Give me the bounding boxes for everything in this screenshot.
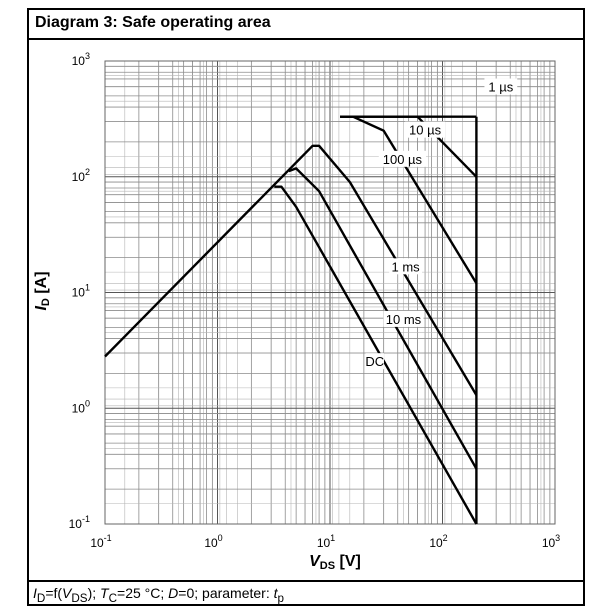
cap-part: );	[87, 585, 101, 601]
series-label-bg	[405, 121, 446, 138]
chart-series	[104, 115, 478, 525]
cap-sub: DS	[71, 591, 88, 605]
series-line	[288, 167, 478, 470]
series-label-bg	[383, 310, 424, 327]
title-bar: Diagram 3: Safe operating area	[29, 10, 583, 40]
series-label: 1 µs	[488, 80, 513, 95]
series-label: DC	[365, 354, 384, 369]
x-tick-label: 100	[204, 533, 222, 550]
cap-part: =f(	[45, 585, 63, 601]
y-axis-label-sub: D	[40, 298, 52, 306]
y-tick-label: 10-1	[69, 514, 90, 531]
series-label-bg	[389, 258, 423, 275]
y-tick-label: 101	[72, 283, 90, 300]
series-label: 10 µs	[409, 123, 442, 138]
y-axis-label-main: I	[33, 306, 50, 311]
x-axis-label: VDS [V]	[309, 553, 361, 572]
cap-part: I	[33, 585, 37, 601]
series-label-bg	[365, 353, 384, 370]
series-label: 100 µs	[383, 152, 423, 167]
chart-axes	[104, 60, 556, 525]
x-axis-label-main: V	[309, 553, 321, 570]
series-label: 1 ms	[392, 259, 421, 274]
series-line	[340, 115, 478, 178]
cap-sub: D	[36, 591, 46, 605]
cap-part: V	[62, 585, 72, 601]
cap-part: T	[100, 585, 109, 601]
chart-grid	[105, 61, 555, 524]
cap-part: D	[168, 585, 179, 601]
caption-bar: ID=f(VDS); TC=25 °C; D=0; parameter: tp	[29, 580, 583, 605]
cap-sub: C	[108, 591, 118, 605]
series-label: 10 ms	[386, 312, 422, 327]
x-axis-label-sub: DS	[320, 560, 335, 572]
cap-part: =25 °C;	[117, 585, 169, 601]
plot-area-border	[104, 60, 556, 525]
x-tick-label: 102	[429, 533, 447, 550]
x-tick-label: 10-1	[90, 533, 111, 550]
y-tick-label: 100	[72, 398, 90, 415]
series-line	[104, 144, 478, 396]
y-tick-label: 102	[72, 167, 90, 184]
cap-part: t	[273, 585, 278, 601]
series-label-bg	[484, 78, 518, 95]
y-axis-label: ID [A]	[33, 271, 52, 310]
diagram-caption: ID=f(VDS); TC=25 °C; D=0; parameter: tp	[33, 585, 284, 605]
y-tick-label: 103	[72, 51, 90, 68]
x-axis-label-unit: [V]	[335, 553, 361, 570]
series-label-bg	[378, 150, 426, 167]
chart-ticks: 10-1 100 101 102 103 10-1 100 101 102 103	[69, 51, 561, 550]
series-line	[274, 185, 478, 525]
y-axis-label-unit: [A]	[33, 271, 50, 298]
diagram-title: Diagram 3: Safe operating area	[35, 14, 271, 31]
cap-part: =0; parameter:	[178, 585, 274, 601]
diagram-frame: Diagram 3: Safe operating area ID=f(VDS)…	[27, 8, 585, 606]
series-line	[340, 115, 478, 284]
cap-sub: p	[277, 591, 284, 605]
x-tick-label: 101	[317, 533, 335, 550]
x-tick-label: 103	[542, 533, 560, 550]
chart-labels: 1 µs 10 µs 100 µs 1 ms 10 ms DC	[365, 78, 518, 370]
